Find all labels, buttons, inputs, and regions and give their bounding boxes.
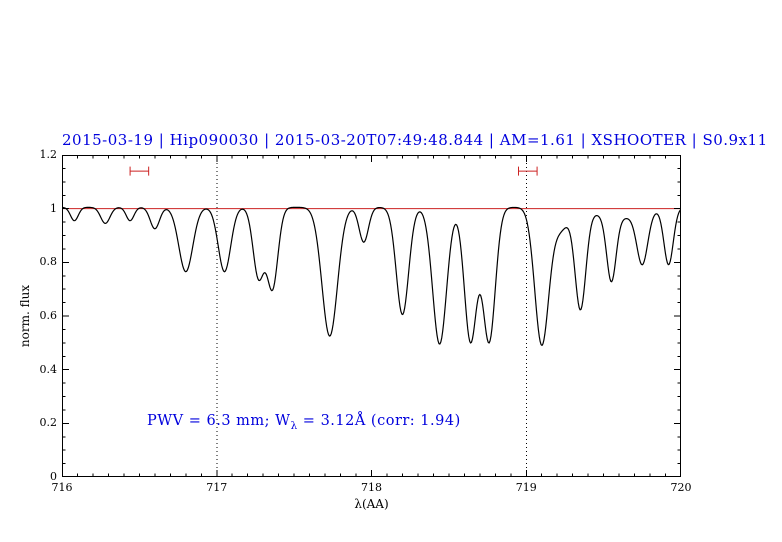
x-tick-label: 717: [206, 481, 228, 494]
y-tick-label: 0.6: [39, 309, 58, 322]
range-marker: [129, 166, 150, 176]
axis-frame: [62, 155, 681, 477]
y-tick-label: 0: [50, 470, 57, 483]
pwv-annotation-text: PWV = 6.3 mm; W: [147, 413, 291, 429]
y-tick-label: 1: [50, 201, 57, 215]
x-tick-label: 718: [361, 481, 382, 494]
x-tick-label: 719: [515, 481, 537, 494]
spectrum-line: [62, 206, 681, 347]
pwv-annotation-value: = 3.12Å (corr: 1.94): [297, 413, 461, 429]
plot-area: [62, 155, 681, 477]
y-tick-label: 0.8: [39, 255, 58, 269]
y-tick-label: 0.2: [39, 416, 58, 430]
x-tick-label: 720: [670, 481, 692, 494]
y-tick-label: 0.4: [39, 362, 58, 376]
plot-title: 2015-03-19 | Hip090030 | 2015-03-20T07:4…: [62, 131, 768, 149]
x-axis-label: λ(AA): [354, 497, 389, 511]
range-marker: [518, 166, 538, 176]
pwv-annotation: PWV = 6.3 mm; Wλ = 3.12Å (corr: 1.94): [147, 413, 461, 432]
x-tick-label: 716: [51, 481, 73, 494]
pwv-annotation-subscript: λ: [290, 419, 298, 432]
y-tick-label: 1.2: [39, 148, 58, 161]
